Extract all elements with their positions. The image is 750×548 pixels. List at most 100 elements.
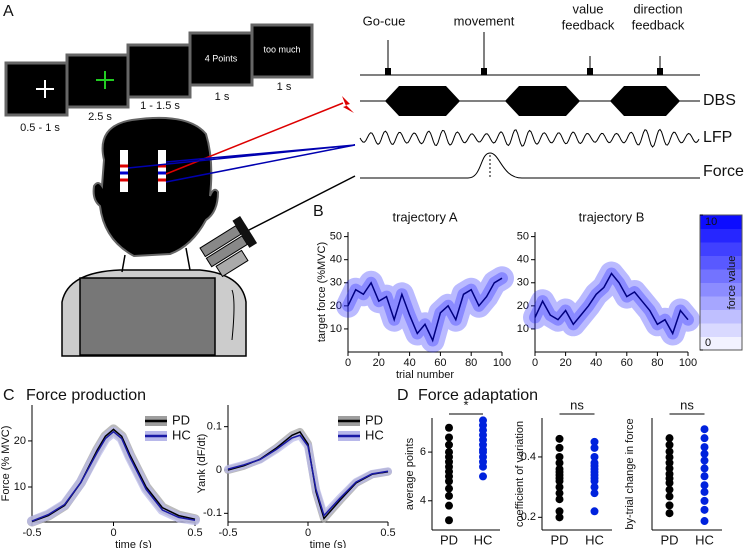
point xyxy=(665,492,674,501)
x-tick-label: HC xyxy=(585,532,604,547)
x-tick-label: 60 xyxy=(434,357,446,369)
event-marker xyxy=(587,68,593,75)
y-axis-label: target force (%MVC) xyxy=(316,242,328,342)
screen xyxy=(126,43,192,99)
head xyxy=(92,116,220,258)
x-tick-label: HC xyxy=(695,532,714,547)
point xyxy=(665,485,674,494)
bolt xyxy=(342,96,354,113)
duration: 1 - 1.5 s xyxy=(140,100,180,112)
force-line xyxy=(244,175,356,233)
point xyxy=(700,449,709,458)
point xyxy=(445,484,453,493)
signal-label: LFP xyxy=(703,129,732,146)
x-tick-label: 40 xyxy=(590,357,602,369)
x-tick-label: -0.5 xyxy=(23,527,42,539)
y-axis-label: average points xyxy=(404,437,416,510)
panel-label: A xyxy=(3,3,14,20)
screen-text: 4 Points xyxy=(205,53,238,63)
y-tick-label: 0.2 xyxy=(521,511,536,523)
y-tick-label: 6 xyxy=(420,446,426,458)
y-tick-label: 10 xyxy=(14,481,26,493)
point xyxy=(665,447,674,456)
x-tick-label: 0 xyxy=(110,527,116,539)
point xyxy=(555,452,564,461)
point xyxy=(445,440,453,449)
y-tick-label: 0 xyxy=(216,464,222,476)
x-tick-label: 0 xyxy=(305,527,311,539)
x-tick-label: 0 xyxy=(532,357,538,369)
panel-title: Force production xyxy=(26,387,146,404)
x-tick-label: 0 xyxy=(345,357,351,369)
line xyxy=(347,277,503,343)
x-axis-label: trial number xyxy=(396,369,454,381)
point xyxy=(590,458,599,467)
colorbar-step xyxy=(700,228,742,243)
y-axis-label: by-trial change in force xyxy=(624,418,636,529)
significance: ns xyxy=(680,397,694,412)
chart-title: trajectory B xyxy=(579,209,645,224)
hand xyxy=(215,249,249,278)
stim-line xyxy=(165,102,344,175)
point xyxy=(590,507,599,516)
patient-illustration xyxy=(61,96,356,357)
y-tick-label: 20 xyxy=(14,435,26,447)
significance: * xyxy=(463,397,468,412)
x-tick-label: 20 xyxy=(559,357,571,369)
legend-label: PD xyxy=(365,412,383,427)
y-tick-label: 10 xyxy=(517,323,529,335)
point xyxy=(665,464,674,473)
point xyxy=(555,443,564,452)
event-label: movement xyxy=(454,13,515,28)
point xyxy=(665,470,674,478)
point xyxy=(665,434,674,443)
x-tick-label: 40 xyxy=(403,357,415,369)
x-tick-label: PD xyxy=(550,532,568,547)
chart-title: trajectory A xyxy=(392,209,457,224)
point xyxy=(479,416,487,425)
y-tick-label: 0.4 xyxy=(521,451,536,463)
x-tick-label: 100 xyxy=(679,357,697,369)
duration: 2.5 s xyxy=(88,111,112,123)
y-tick-label: 30 xyxy=(330,277,342,289)
colorbar-step xyxy=(700,269,742,283)
point xyxy=(555,434,564,443)
point xyxy=(555,465,564,474)
y-tick-label: 40 xyxy=(517,254,529,266)
point xyxy=(665,501,674,510)
point xyxy=(590,489,599,498)
y-tick-label: 30 xyxy=(517,277,529,289)
colorbar-step xyxy=(700,296,742,310)
force-trace xyxy=(360,152,700,179)
y-tick-label: -0.1 xyxy=(203,507,222,519)
panel-title: Force adaptation xyxy=(418,387,538,404)
x-tick-label: 100 xyxy=(493,357,511,369)
go-cross xyxy=(96,71,114,89)
x-tick-label: 0.5 xyxy=(187,527,202,539)
x-tick-label: 80 xyxy=(651,357,663,369)
electrode xyxy=(158,150,166,192)
point xyxy=(555,458,564,467)
x-tick-label: 60 xyxy=(621,357,633,369)
lfp-line xyxy=(127,144,356,183)
x-axis-label: time (s) xyxy=(115,539,152,548)
screen xyxy=(188,31,254,87)
y-tick-label: 0.1 xyxy=(207,421,222,433)
point xyxy=(700,505,709,514)
y-tick-label: 20 xyxy=(330,300,342,312)
x-tick-label: 20 xyxy=(373,357,385,369)
colorbar-step xyxy=(700,336,742,351)
point xyxy=(700,517,709,526)
point xyxy=(700,425,709,434)
y-tick-label: 50 xyxy=(330,231,342,243)
line xyxy=(31,430,196,522)
x-tick-label: HC xyxy=(474,532,493,547)
dbs-bursts xyxy=(385,86,680,116)
event-lines xyxy=(387,32,661,72)
point xyxy=(590,452,599,461)
colorbar-label: force value xyxy=(726,256,738,310)
line xyxy=(227,434,389,517)
y-tick-label: 10 xyxy=(330,323,342,335)
colorbar-tick-label: 0 xyxy=(705,337,711,349)
